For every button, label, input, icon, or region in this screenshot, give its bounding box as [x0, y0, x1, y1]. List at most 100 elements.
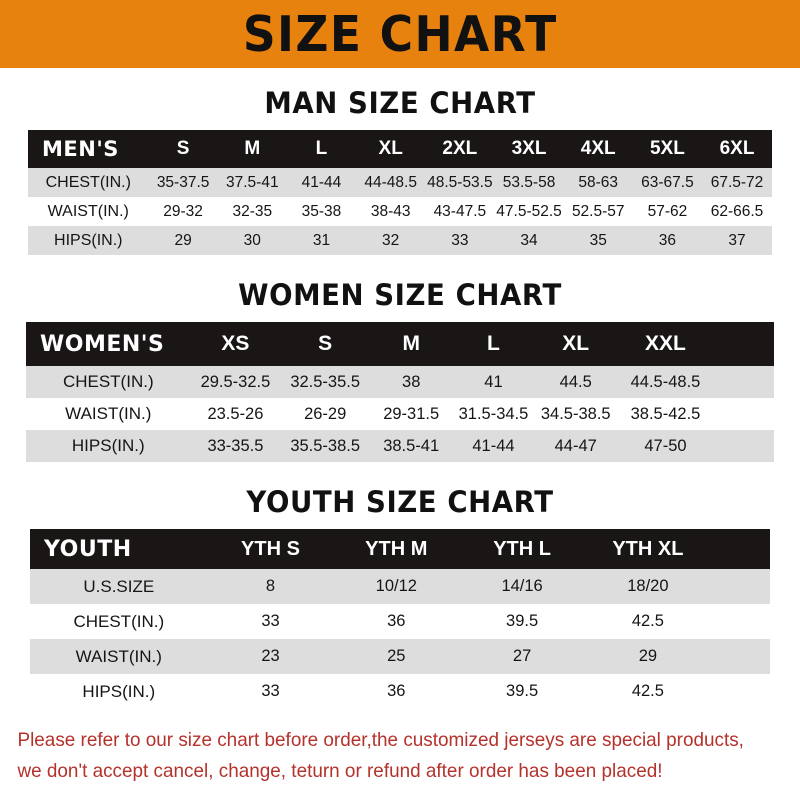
cell: 44-47: [554, 436, 597, 455]
cell: 38.5-42.5: [630, 404, 701, 423]
cell: 41-44: [472, 436, 515, 455]
column-header-3xl: 3XL: [511, 138, 547, 159]
row-label: CHEST(IN.): [45, 173, 131, 191]
disclaimer-text: Please refer to our size chart before or…: [0, 725, 776, 787]
table-row: HIPS(IN.) 29 30 31 32 33 34 35 36 37: [28, 226, 772, 255]
column-header-xl: XL: [562, 332, 590, 355]
cell: 41-44: [301, 173, 342, 191]
cell: 63-67.5: [641, 173, 694, 191]
row-label: HIPS(IN.): [54, 231, 123, 249]
cell: 33-35.5: [207, 436, 264, 455]
cell-spacer: [711, 639, 770, 674]
table-row: WAIST(IN.) 23.5-26 26-29 29-31.5 31.5-34…: [26, 398, 774, 430]
cell: 36: [387, 612, 406, 630]
cell: 42.5: [631, 682, 664, 700]
row-label: WAIST(IN.): [75, 646, 162, 666]
cell: 33: [261, 612, 280, 630]
cell: 43-47.5: [433, 202, 487, 220]
column-header-xs: XS: [221, 332, 250, 355]
table-header-row: MEN'S S M L XL 2XL 3XL 4XL 5XL 6XL: [28, 130, 772, 168]
row-label: HIPS(IN.): [71, 436, 145, 455]
cell: 62-66.5: [710, 202, 764, 220]
row-label: WAIST(IN.): [47, 202, 129, 220]
women-size-chart-table: WOMEN'S XS S M L XL XXL CHEST(IN.) 29.5-…: [26, 322, 774, 462]
cell: 32: [382, 231, 400, 249]
table-row: HIPS(IN.) 33-35.5 35.5-38.5 38.5-41 41-4…: [26, 430, 774, 462]
disclaimer-line-2: we don't accept cancel, change, teturn o…: [17, 760, 663, 782]
cell: 31: [312, 231, 331, 249]
column-header-xxl: XXL: [645, 332, 686, 355]
cell: 48.5-53.5: [427, 173, 493, 191]
column-header-yth-s: YTH S: [241, 537, 300, 560]
cell-spacer: [714, 366, 774, 398]
cell: 57-62: [647, 202, 688, 220]
row-label: HIPS(IN.): [82, 681, 156, 701]
disclaimer-line-1: Please refer to our size chart before or…: [17, 729, 744, 751]
cell: 33: [451, 231, 469, 249]
column-header-spacer: [711, 529, 770, 569]
cell: 39.5: [506, 682, 539, 700]
cell: 32.5-35.5: [290, 372, 361, 391]
cell: 39.5: [506, 612, 539, 630]
cell: 67.5-72: [710, 173, 764, 191]
table-header-row: WOMEN'S XS S M L XL XXL: [26, 322, 774, 366]
cell: 30: [243, 231, 261, 249]
cell: 23.5-26: [207, 404, 264, 423]
table-row: CHEST(IN.) 35-37.5 37.5-41 41-44 44-48.5…: [28, 168, 772, 197]
cell: 36: [658, 231, 677, 249]
column-header-4xl: 4XL: [580, 138, 616, 159]
cell: 29.5-32.5: [200, 372, 271, 391]
cell-spacer: [711, 569, 770, 604]
cell: 38: [402, 372, 421, 391]
column-header-xl: XL: [378, 138, 403, 159]
cell: 29: [638, 647, 658, 665]
cell: 23: [261, 647, 280, 665]
row-label: CHEST(IN.): [73, 611, 165, 631]
cell: 41: [484, 372, 503, 391]
cell: 38.5-41: [383, 436, 440, 455]
column-header-l: L: [487, 332, 500, 355]
cell: 47-50: [644, 436, 687, 455]
youth-size-chart-table: YOUTH YTH S YTH M YTH L YTH XL U.S.SIZE …: [30, 529, 770, 709]
column-header-spacer: [714, 322, 774, 366]
column-header-m: M: [402, 332, 420, 355]
cell: 52.5-57: [571, 202, 625, 220]
cell: 37.5-41: [226, 173, 279, 191]
column-header-yth-m: YTH M: [365, 537, 428, 560]
table-row: HIPS(IN.) 33 36 39.5 42.5: [30, 674, 770, 709]
cell: 33: [261, 682, 280, 700]
column-header-yth-l: YTH L: [493, 537, 551, 560]
table-row: WAIST(IN.) 23 25 27 29: [30, 639, 770, 674]
page-banner: SIZE CHART: [0, 0, 800, 68]
row-label-header: YOUTH: [44, 536, 132, 562]
cell: 27: [512, 647, 532, 665]
cell: 8: [265, 577, 276, 595]
table-row: U.S.SIZE 8 10/12 14/16 18/20: [30, 569, 770, 604]
column-header-6xl: 6XL: [719, 138, 755, 159]
women-size-chart-heading: WOMEN SIZE CHART: [238, 278, 562, 312]
table-header-row: YOUTH YTH S YTH M YTH L YTH XL: [30, 529, 770, 569]
cell: 47.5-52.5: [496, 202, 562, 220]
cell-spacer: [711, 674, 770, 709]
cell: 37: [728, 231, 746, 249]
cell: 58-63: [578, 173, 619, 191]
man-size-chart-heading: MAN SIZE CHART: [264, 86, 536, 120]
cell: 32-35: [232, 202, 273, 220]
cell: 34.5-38.5: [540, 404, 611, 423]
cell: 36: [387, 682, 406, 700]
page-title: SIZE CHART: [242, 5, 558, 63]
table-row: CHEST(IN.) 33 36 39.5 42.5: [30, 604, 770, 639]
cell: 25: [387, 647, 406, 665]
man-size-chart-table: MEN'S S M L XL 2XL 3XL 4XL 5XL 6XL CHEST…: [28, 130, 772, 255]
cell-spacer: [714, 398, 774, 430]
cell: 35.5-38.5: [290, 436, 361, 455]
row-label: CHEST(IN.): [62, 372, 154, 391]
cell: 29-31.5: [383, 404, 440, 423]
cell: 18/20: [627, 577, 669, 595]
cell: 38-43: [370, 202, 411, 220]
cell: 35: [589, 231, 607, 249]
cell: 34: [520, 231, 538, 249]
cell: 44-48.5: [364, 173, 417, 191]
column-header-s: S: [318, 332, 333, 355]
cell: 14/16: [501, 577, 543, 595]
